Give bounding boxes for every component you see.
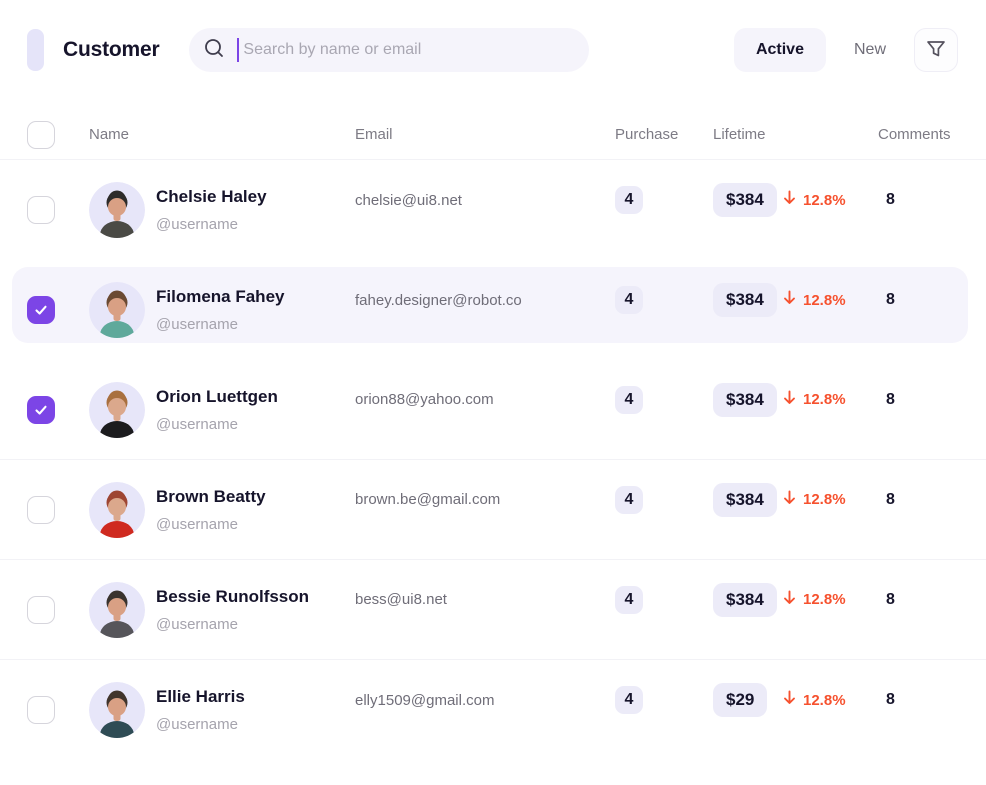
comments-count: 8 <box>886 291 895 308</box>
avatar <box>89 182 145 238</box>
arrow-down-icon <box>783 690 796 710</box>
lifetime-badge: $29 <box>713 683 768 717</box>
purchase-badge: 4 <box>615 686 643 714</box>
comments-count: 8 <box>886 590 895 608</box>
customer-email: brown.be@gmail.com <box>355 491 501 508</box>
customer-name: Orion Luettgen <box>156 386 278 406</box>
row-checkbox[interactable] <box>27 495 55 524</box>
table-row[interactable]: Ellie Harris @username elly1509@gmail.co… <box>0 660 986 760</box>
change-percent: 12.8% <box>803 391 846 408</box>
avatar <box>89 682 145 738</box>
search-input[interactable] <box>243 41 574 59</box>
lifetime-badge: $384 <box>713 482 777 517</box>
row-checkbox[interactable] <box>27 696 55 724</box>
change-indicator: 12.8% <box>783 590 878 610</box>
purchase-badge: 4 <box>615 186 643 214</box>
search-bar[interactable] <box>189 28 590 72</box>
lifetime-badge: $384 <box>713 382 777 417</box>
purchase-badge: 4 <box>615 385 643 414</box>
select-all-checkbox[interactable] <box>27 120 55 149</box>
filter-funnel-icon <box>925 38 947 63</box>
arrow-down-icon <box>783 590 796 610</box>
row-checkbox[interactable] <box>27 196 55 224</box>
lifetime-badge: $384 <box>713 283 777 317</box>
customer-username: @username <box>156 216 238 233</box>
change-indicator: 12.8% <box>783 690 878 710</box>
lifetime-badge: $384 <box>713 582 777 617</box>
change-indicator: 12.8% <box>783 190 878 210</box>
customer-username: @username <box>156 515 238 533</box>
tab-active[interactable]: Active <box>733 28 826 72</box>
purchase-badge: 4 <box>615 485 643 514</box>
arrow-down-icon <box>783 490 796 510</box>
column-header-lifetime: Lifetime <box>713 126 766 143</box>
arrow-down-icon <box>783 290 796 310</box>
customer-username: @username <box>156 716 238 733</box>
customer-email: elly1509@gmail.com <box>355 691 495 709</box>
column-header-comments: Comments <box>878 126 951 143</box>
comments-count: 8 <box>886 390 895 408</box>
row-checkbox[interactable] <box>27 296 55 324</box>
avatar <box>89 581 145 638</box>
arrow-down-icon <box>783 190 796 210</box>
customer-email: orion88@yahoo.com <box>355 391 494 408</box>
customer-email: chelsie@ui8.net <box>355 191 462 209</box>
change-percent: 12.8% <box>803 691 846 709</box>
purchase-badge: 4 <box>615 286 643 314</box>
header-actions: Active New <box>733 28 958 72</box>
customer-email: bess@ui8.net <box>355 591 447 608</box>
customer-table-body: Chelsie Haley @username chelsie@ui8.net … <box>0 160 986 760</box>
page-title: Customer <box>63 38 160 61</box>
customer-name: Filomena Fahey <box>156 287 285 306</box>
column-header-name: Name <box>89 126 130 143</box>
table-row[interactable]: Bessie Runolfsson @username bess@ui8.net… <box>0 560 986 660</box>
column-header-email: Email <box>355 126 393 143</box>
customer-name: Chelsie Haley <box>156 187 267 206</box>
purchase-badge: 4 <box>615 585 643 614</box>
change-percent: 12.8% <box>803 291 846 309</box>
customer-name: Brown Beatty <box>156 486 266 506</box>
text-cursor <box>237 38 240 62</box>
avatar <box>89 481 145 538</box>
row-checkbox[interactable] <box>27 395 55 424</box>
customer-username: @username <box>156 415 238 433</box>
change-indicator: 12.8% <box>783 390 878 410</box>
change-indicator: 12.8% <box>783 290 878 310</box>
page-accent-bar <box>27 29 44 71</box>
customer-username: @username <box>156 316 238 333</box>
table-row[interactable]: Brown Beatty @username brown.be@gmail.co… <box>0 460 986 560</box>
row-checkbox[interactable] <box>27 595 55 624</box>
change-percent: 12.8% <box>803 191 846 209</box>
filter-button[interactable] <box>914 28 958 72</box>
arrow-down-icon <box>783 390 796 410</box>
table-row[interactable]: Orion Luettgen @username orion88@yahoo.c… <box>0 360 986 460</box>
comments-count: 8 <box>886 691 895 708</box>
customer-name: Ellie Harris <box>156 687 245 706</box>
table-header: Name Email Purchase Lifetime Comments <box>0 110 986 160</box>
top-bar: Customer Active New <box>0 0 986 72</box>
table-row[interactable]: Chelsie Haley @username chelsie@ui8.net … <box>0 160 986 260</box>
table-row[interactable]: Filomena Fahey @username fahey.designer@… <box>0 260 986 360</box>
change-percent: 12.8% <box>803 491 846 508</box>
change-indicator: 12.8% <box>783 490 878 510</box>
avatar <box>89 381 145 438</box>
customer-name: Bessie Runolfsson <box>156 586 310 606</box>
customer-username: @username <box>156 615 238 633</box>
comments-count: 8 <box>886 490 895 508</box>
comments-count: 8 <box>886 191 895 208</box>
tab-new[interactable]: New <box>853 41 886 58</box>
change-percent: 12.8% <box>803 591 846 608</box>
avatar <box>89 282 145 338</box>
column-header-purchase: Purchase <box>615 126 679 143</box>
lifetime-badge: $384 <box>713 183 777 217</box>
search-icon <box>203 37 225 64</box>
customer-email: fahey.designer@robot.co <box>355 291 522 309</box>
